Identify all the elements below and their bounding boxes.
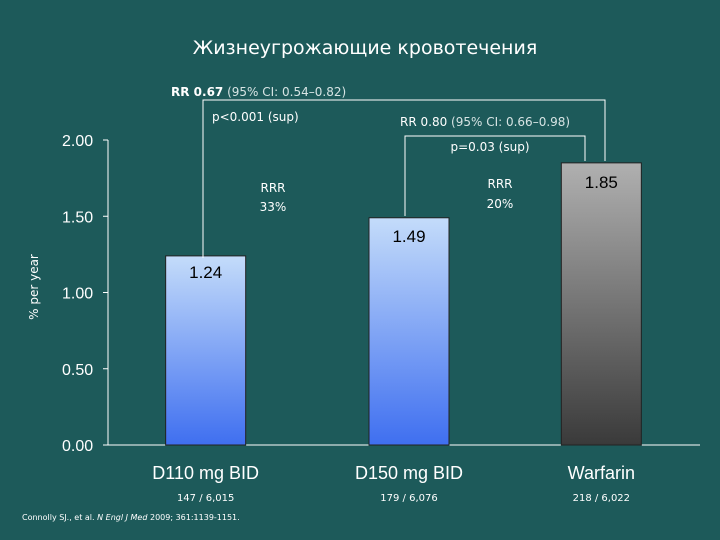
y-tick-label: 1.50 bbox=[62, 209, 93, 226]
category-label: Warfarin bbox=[568, 463, 635, 483]
bracket-d110-vs-warfarin: RR 0.67 (95% CI: 0.54–0.82) p<0.001 (sup… bbox=[171, 85, 606, 258]
rrr2-line2: 20% bbox=[487, 197, 514, 211]
value-label: 1.85 bbox=[585, 173, 618, 192]
event-count-label: 179 / 6,076 bbox=[380, 493, 437, 504]
bracket-d150-vs-warfarin: RR 0.80 (95% CI: 0.66–0.98) p=0.03 (sup)… bbox=[400, 115, 586, 216]
rr1-value: RR 0.67 bbox=[171, 85, 223, 99]
y-axis-label: % per year bbox=[27, 254, 41, 320]
bar-2 bbox=[368, 217, 450, 446]
rr1-text: RR 0.67 (95% CI: 0.54–0.82) bbox=[171, 85, 346, 99]
event-count-label: 218 / 6,022 bbox=[573, 493, 630, 504]
event-count-label: 147 / 6,015 bbox=[177, 493, 234, 504]
rr1-ci: (95% CI: 0.54–0.82) bbox=[223, 85, 346, 99]
citation-journal: N Engl J Med bbox=[97, 513, 148, 522]
bracket-line-2 bbox=[404, 135, 586, 216]
citation: Connolly SJ., et al. N Engl J Med 2009; … bbox=[22, 513, 240, 522]
y-tick-label: 1.00 bbox=[62, 286, 93, 303]
rrr1-line2: 33% bbox=[260, 200, 287, 214]
citation-authors: Connolly SJ., et al. bbox=[22, 513, 97, 522]
p2-text: p=0.03 (sup) bbox=[450, 140, 529, 154]
rrr2-line1: RRR bbox=[487, 177, 512, 191]
bars bbox=[165, 162, 642, 446]
category-label: D150 mg BID bbox=[355, 463, 463, 483]
y-tick-label: 0.00 bbox=[62, 438, 93, 455]
chart-title: Жизнеугрожающие кровотечения bbox=[193, 37, 538, 59]
value-label: 1.24 bbox=[189, 263, 222, 282]
bar-3 bbox=[560, 162, 642, 446]
rr2-value: RR 0.80 bbox=[400, 115, 447, 129]
y-tick-label: 2.00 bbox=[62, 133, 93, 150]
bar-labels: 1.24 D110 mg BID 147 / 6,015 1.49 D150 mg BI… bbox=[152, 173, 635, 504]
value-label: 1.49 bbox=[392, 227, 425, 246]
rr2-ci: (95% CI: 0.66–0.98) bbox=[447, 115, 570, 129]
rrr1-line1: RRR bbox=[260, 181, 285, 195]
citation-details: 2009; 361:1139-1151. bbox=[147, 513, 239, 522]
y-tick-label: 0.50 bbox=[62, 362, 93, 379]
category-label: D110 mg BID bbox=[152, 463, 259, 483]
bar-1 bbox=[165, 255, 247, 446]
p1-text: p<0.001 (sup) bbox=[212, 110, 299, 124]
rr2-text: RR 0.80 (95% CI: 0.66–0.98) bbox=[400, 115, 570, 129]
bracket-line-1 bbox=[202, 99, 606, 258]
